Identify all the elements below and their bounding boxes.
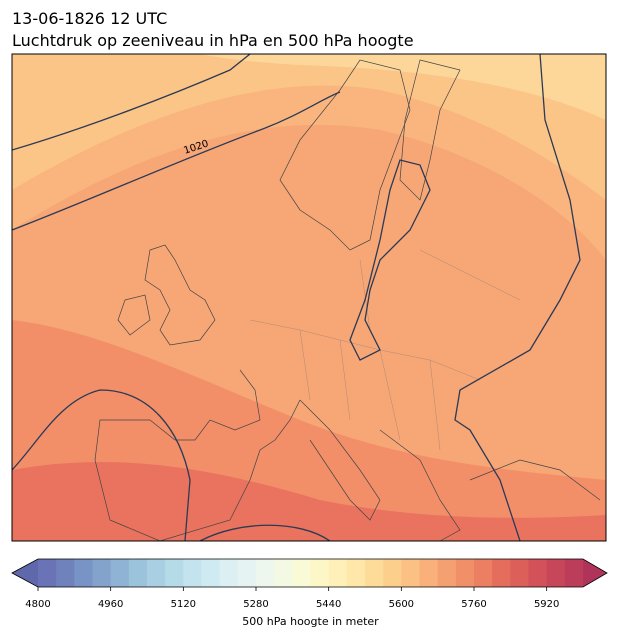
colorbar-segment <box>256 559 275 587</box>
colorbar-segment <box>474 559 493 587</box>
colorbar-segment <box>455 559 475 587</box>
isobar <box>12 389 191 541</box>
colorbar-segment <box>346 559 366 587</box>
coastline <box>379 429 601 541</box>
colorbar-segment <box>274 559 293 587</box>
colorbar-tick-label: 5280 <box>243 599 268 610</box>
colorbar-tick-label: 5760 <box>461 599 486 610</box>
colorbar-segment <box>437 559 457 587</box>
country-border <box>249 249 521 451</box>
colorbar-tick-label: 5440 <box>316 599 341 610</box>
colorbar-segment <box>510 559 529 587</box>
colorbar-segment <box>310 559 330 587</box>
colorbar-segment <box>219 559 239 587</box>
coastline <box>279 59 411 251</box>
colorbar-segment <box>128 559 148 587</box>
colorbar-tick-label: 5120 <box>171 599 196 610</box>
coastline <box>299 399 381 521</box>
colorbar: 4800 4960 5120 5280 5440 5600 5760 5920 500 hPa … <box>11 558 608 628</box>
colorbar-tick-label: 5920 <box>534 599 559 610</box>
height-band <box>12 54 606 200</box>
colorbar-segment <box>38 559 57 587</box>
isobar <box>199 524 331 541</box>
colorbar-segment <box>365 559 384 587</box>
colorbar-segment <box>56 559 75 587</box>
title: 13-06-1826 12 UTC <box>12 9 167 28</box>
colorbar-segment <box>165 559 184 587</box>
colorbar-segment <box>74 559 93 587</box>
colorbar-segment <box>419 559 439 587</box>
isobar <box>12 91 341 231</box>
colorbar-segment <box>492 559 511 587</box>
coastline <box>117 294 151 336</box>
colorbar-segment <box>147 559 166 587</box>
colorbar-segment <box>237 559 257 587</box>
isobar <box>12 54 251 151</box>
subtitle: Luchtdruk op zeeniveau in hPa en 500 hPa… <box>12 31 414 50</box>
colorbar-extend-low <box>12 559 38 587</box>
colorbar-label: 500 hPa hoogte in meter <box>242 615 379 628</box>
colorbar-segment <box>110 559 130 587</box>
colorbar-segment <box>401 559 420 587</box>
colorbar-tick-label: 4960 <box>98 599 123 610</box>
colorbar-segment <box>383 559 402 587</box>
colorbar-segment <box>201 559 221 587</box>
coastline <box>399 59 461 201</box>
colorbar-tick-label: 4800 <box>25 599 50 610</box>
colorbar-segment <box>546 559 566 587</box>
colorbar-tick-label: 5600 <box>389 599 414 610</box>
colorbar-segment <box>528 559 548 587</box>
height-band <box>12 461 606 541</box>
map: 1020 <box>11 53 607 542</box>
coastline <box>144 244 216 346</box>
colorbar-segment <box>92 559 112 587</box>
isobar <box>454 54 581 541</box>
colorbar-segment <box>183 559 202 587</box>
colorbar-segment <box>328 559 348 587</box>
height-band <box>200 54 606 120</box>
colorbar-segment <box>292 559 311 587</box>
map-frame <box>11 53 607 542</box>
isobar <box>349 159 431 361</box>
colorbar-extend-high <box>583 559 607 587</box>
colorbar-segment <box>564 559 584 587</box>
coastline <box>94 369 301 541</box>
